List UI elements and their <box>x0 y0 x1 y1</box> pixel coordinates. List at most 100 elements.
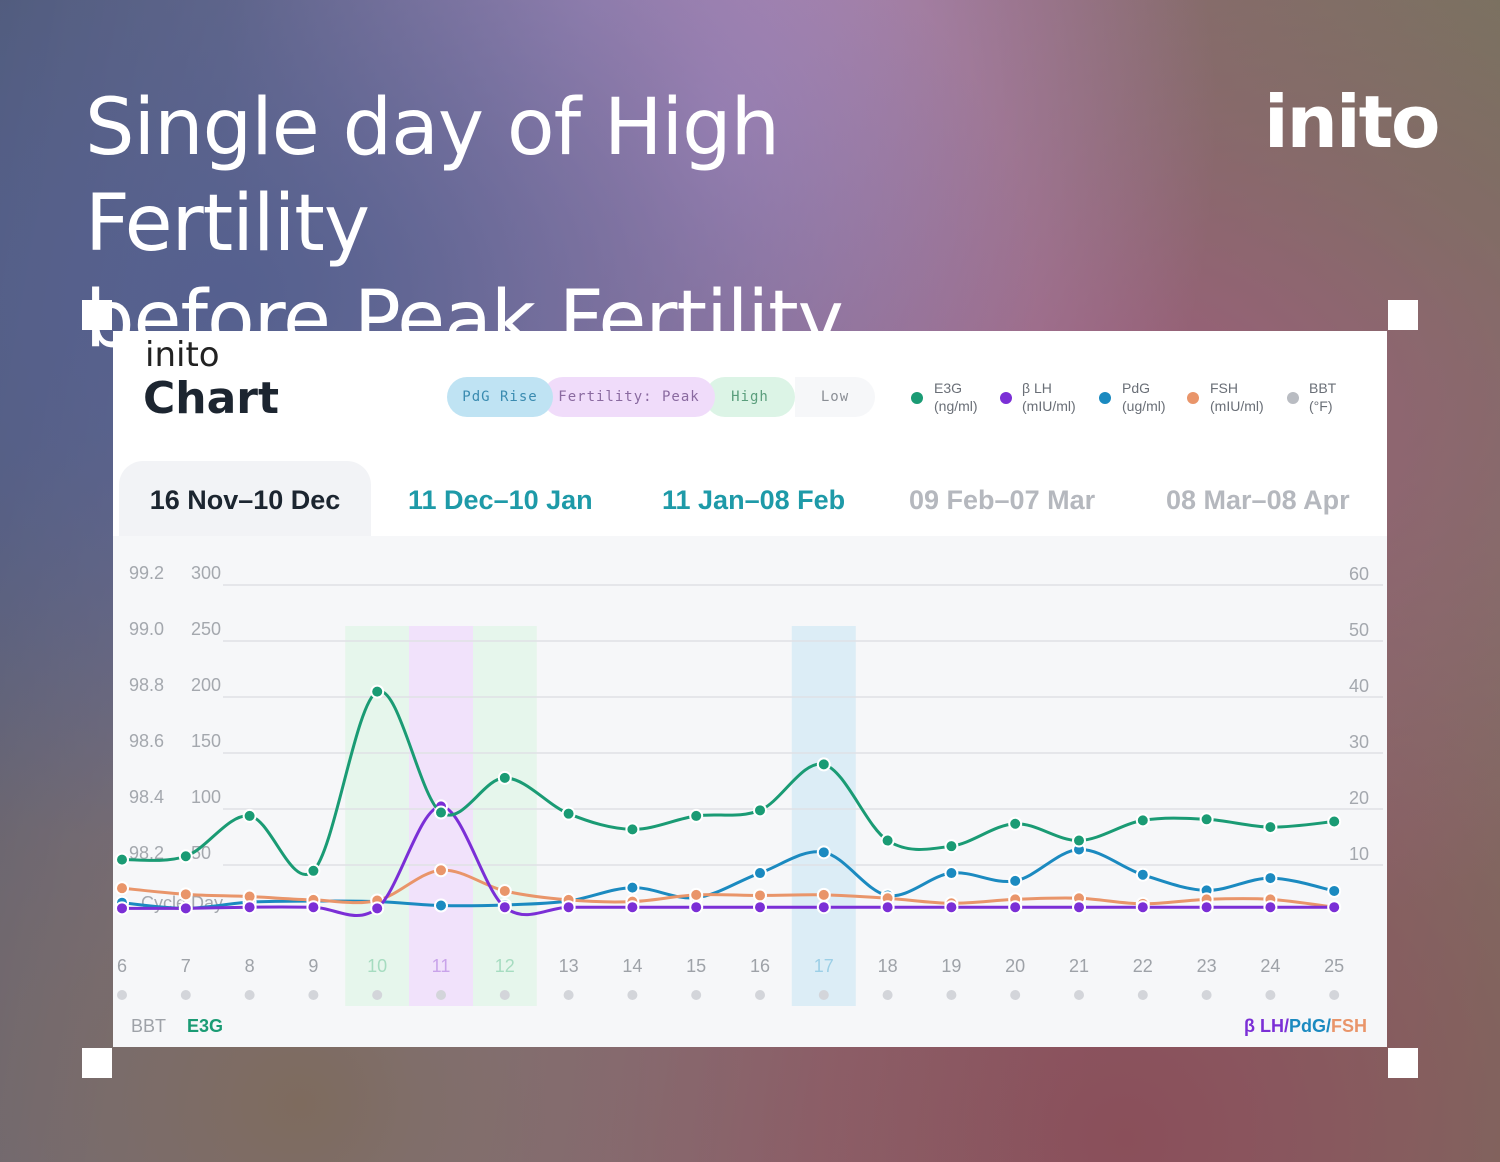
series-line-e3g <box>121 689 1335 876</box>
legend-pdg-dot <box>1099 392 1111 404</box>
point-lh-day-10 <box>370 901 385 916</box>
point-e3g-day-15 <box>689 808 704 823</box>
point-e3g-day-8 <box>242 808 257 823</box>
footer-bbt-label: BBT <box>131 1016 166 1036</box>
footer-right-label: β LH/PdG/FSH <box>1244 1016 1367 1036</box>
card-logo: inito <box>145 335 220 375</box>
point-pdg-day-22 <box>1135 867 1150 882</box>
point-e3g-day-20 <box>1008 816 1023 831</box>
e3g-tick-label: 150 <box>191 731 221 751</box>
bbt-point-day-25 <box>1329 990 1340 1000</box>
point-pdg-day-19 <box>944 866 959 881</box>
crop-handle-top-left[interactable] <box>82 300 112 330</box>
crop-handle-bottom-right[interactable] <box>1388 1048 1418 1078</box>
x-tick-label-7: 7 <box>181 956 191 976</box>
bbt-point-day-19 <box>946 990 957 1000</box>
x-tick-label-11: 11 <box>432 956 451 976</box>
point-lh-day-9 <box>306 900 321 915</box>
crop-handle-top-right[interactable] <box>1388 300 1418 330</box>
bbt-point-day-22 <box>1137 990 1148 1000</box>
legend-bbt: BBT (°F) <box>1309 380 1337 414</box>
point-e3g-day-7 <box>178 849 193 864</box>
bbt-tick-label: 98.4 <box>129 787 164 807</box>
bbt-point-day-23 <box>1201 990 1212 1000</box>
bbt-tick-label: 99.2 <box>129 563 164 583</box>
crop-handle-bottom-left[interactable] <box>82 1048 112 1078</box>
point-lh-day-24 <box>1263 900 1278 915</box>
right-tick-label: 40 <box>1349 676 1369 696</box>
x-tick-label-19: 19 <box>941 956 961 976</box>
x-tick-label-14: 14 <box>622 956 642 976</box>
point-lh-day-14 <box>625 900 640 915</box>
right-tick-label: 20 <box>1349 788 1369 808</box>
point-pdg-day-11 <box>434 898 448 913</box>
plot-area: 99.2 300 99.0 250 98.8 200 98.6 150 98.4 100 98.2 5… <box>113 536 1387 1047</box>
point-fsh-day-15 <box>689 887 704 902</box>
x-tick-label-6: 6 <box>117 956 127 976</box>
legend-e3g-dot <box>911 392 923 404</box>
bbt-point-day-10 <box>372 990 383 1000</box>
point-fsh-day-16 <box>753 888 767 903</box>
point-fsh-day-7 <box>178 887 193 902</box>
bbt-tick-label: 98.2 <box>129 843 164 863</box>
point-fsh-day-11 <box>434 863 448 878</box>
point-e3g-day-12 <box>497 770 512 785</box>
bbt-point-day-18 <box>882 990 893 1000</box>
x-tick-label-9: 9 <box>308 956 318 976</box>
phase-band-day-12 <box>472 626 537 1006</box>
point-e3g-day-18 <box>880 833 895 848</box>
point-fsh-day-17 <box>816 887 831 902</box>
footer-e3g-label: E3G <box>187 1016 223 1036</box>
x-tick-label-18: 18 <box>878 956 898 976</box>
bbt-point-day-24 <box>1265 990 1276 1000</box>
bbt-point-day-13 <box>563 990 574 1000</box>
x-tick-label-25: 25 <box>1324 956 1344 976</box>
point-lh-day-19 <box>944 900 959 915</box>
point-lh-day-17 <box>816 900 831 915</box>
x-tick-label-23: 23 <box>1197 956 1217 976</box>
legend-fsh-dot <box>1187 392 1199 404</box>
hormone-chart: 99.2 300 99.0 250 98.8 200 98.6 150 98.4 100 98.2 5… <box>115 563 1383 1036</box>
x-tick-label-21: 21 <box>1069 956 1089 976</box>
bbt-point-day-16 <box>755 990 765 1000</box>
right-tick-label: 50 <box>1349 620 1369 640</box>
point-e3g-day-24 <box>1263 820 1278 835</box>
tab-cycle-2[interactable]: 11 Dec–10 Jan <box>408 485 593 515</box>
point-e3g-day-9 <box>306 863 321 878</box>
tab-cycle-3[interactable]: 11 Jan–08 Feb <box>662 485 846 515</box>
bbt-point-day-12 <box>499 990 510 1000</box>
x-tick-label-10: 10 <box>367 956 387 976</box>
e3g-tick-label: 200 <box>191 675 221 695</box>
x-tick-label-22: 22 <box>1133 956 1153 976</box>
x-tick-label-17: 17 <box>814 956 834 976</box>
cycle-tabs: 16 Nov–10 Dec 11 Dec–10 Jan 11 Jan–08 Fe… <box>113 461 1387 536</box>
point-lh-day-25 <box>1327 900 1342 915</box>
point-lh-day-23 <box>1199 900 1214 915</box>
point-e3g-day-16 <box>753 803 767 818</box>
bbt-point-day-15 <box>691 990 702 1000</box>
point-lh-day-18 <box>880 900 895 915</box>
right-tick-label: 10 <box>1349 844 1369 864</box>
bbt-point-day-17 <box>818 990 829 1000</box>
legend-fsh: FSH (mIU/ml) <box>1210 380 1264 414</box>
point-fsh-day-6 <box>115 881 129 896</box>
bbt-tick-label: 99.0 <box>129 619 164 639</box>
pill-high: High <box>705 377 795 417</box>
x-tick-label-20: 20 <box>1005 956 1025 976</box>
bbt-point-day-14 <box>627 990 638 1000</box>
point-e3g-day-11 <box>434 805 448 820</box>
point-e3g-day-14 <box>625 822 640 837</box>
tab-cycle-4[interactable]: 09 Feb–07 Mar <box>909 485 1096 515</box>
x-tick-label-16: 16 <box>750 956 770 976</box>
tab-cycle-1[interactable]: 16 Nov–10 Dec <box>119 461 371 536</box>
point-lh-day-13 <box>561 900 576 915</box>
bbt-tick-label: 98.6 <box>129 731 164 751</box>
tab-cycle-5[interactable]: 08 Mar–08 Apr <box>1166 485 1350 515</box>
point-fsh-day-12 <box>497 883 512 898</box>
x-tick-label-13: 13 <box>559 956 579 976</box>
point-e3g-day-21 <box>1072 833 1086 848</box>
right-tick-label: 60 <box>1349 564 1369 584</box>
point-lh-day-22 <box>1135 900 1150 915</box>
point-pdg-day-16 <box>753 866 767 881</box>
point-e3g-day-13 <box>561 806 576 821</box>
